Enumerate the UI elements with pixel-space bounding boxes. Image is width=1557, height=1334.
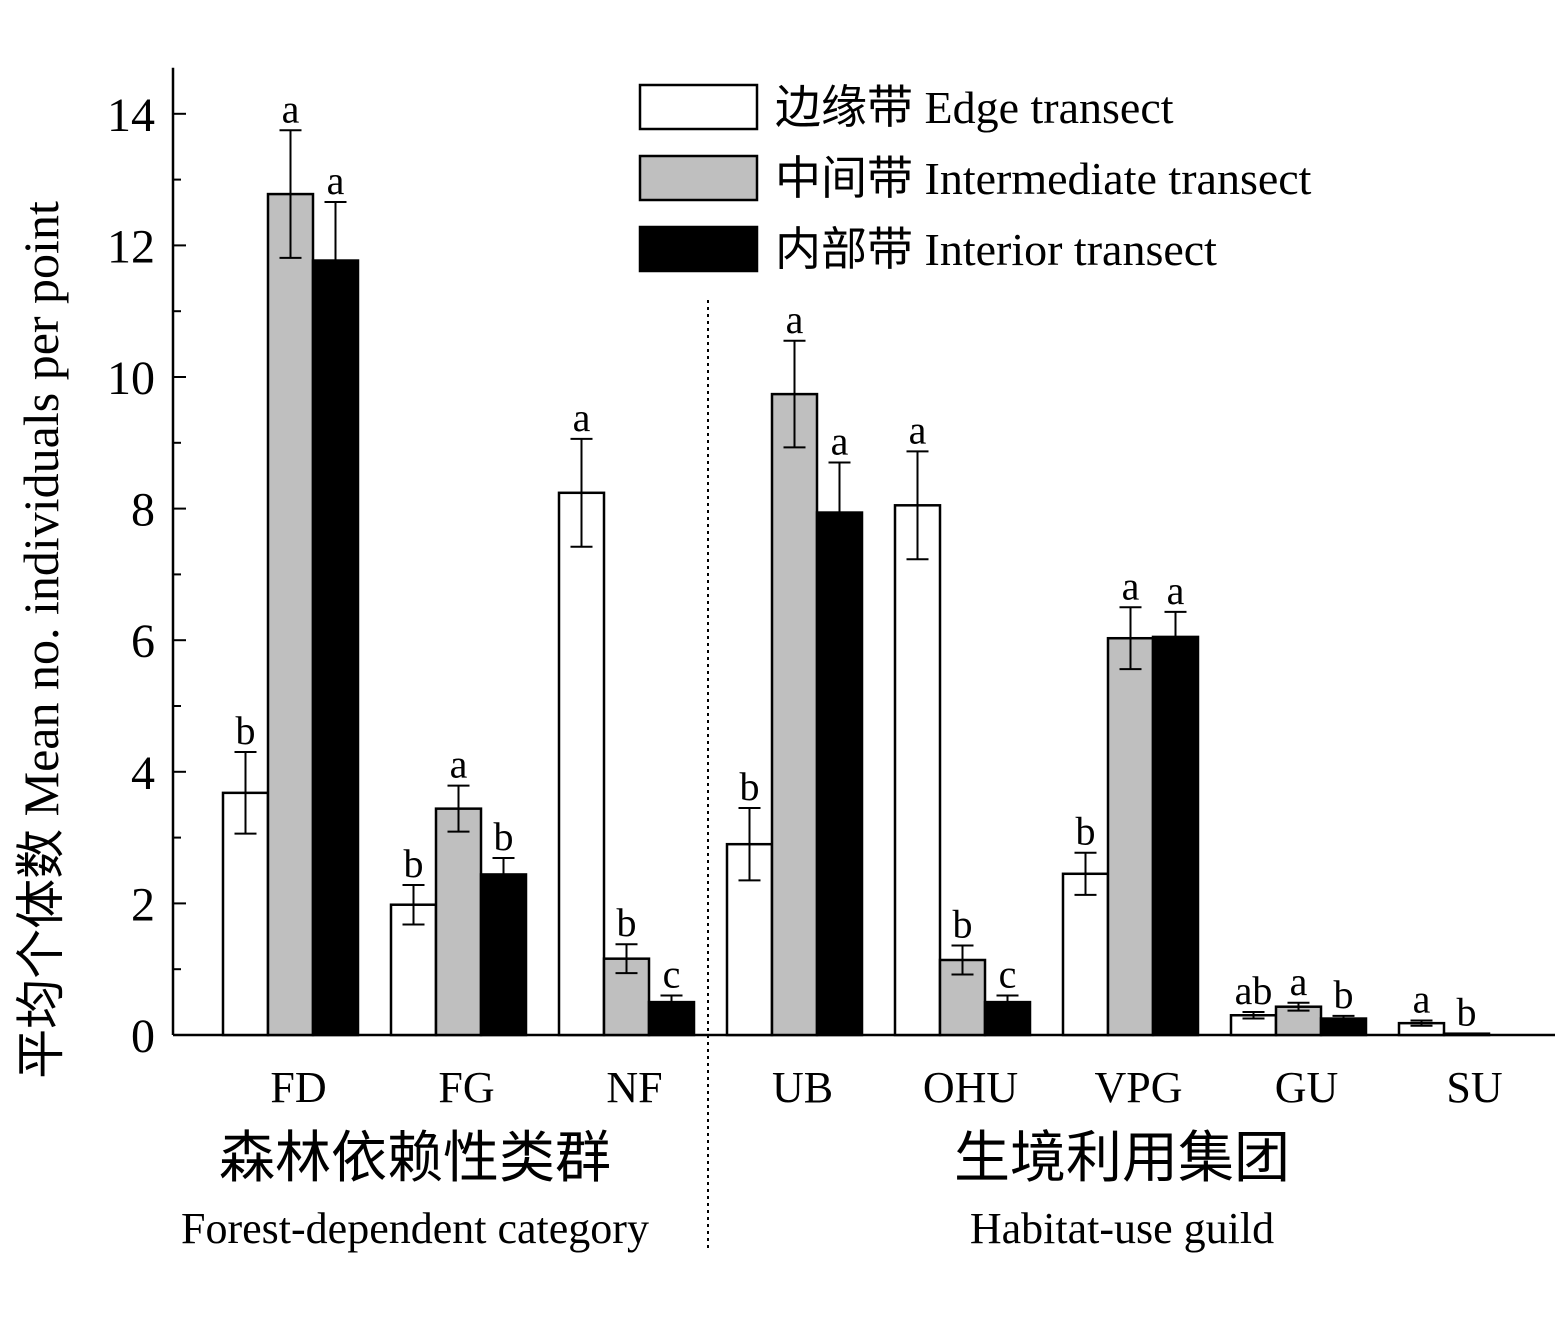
significance-label: b — [236, 708, 256, 753]
significance-label: a — [1413, 977, 1431, 1022]
significance-label: a — [831, 419, 849, 464]
significance-label: c — [663, 952, 681, 997]
significance-label: b — [1457, 990, 1477, 1035]
legend-label: 中间带 Intermediate transect — [775, 153, 1312, 204]
y-tick-label: 6 — [131, 615, 155, 668]
bar — [1442, 1032, 1491, 1037]
bar — [815, 511, 864, 1037]
bar — [479, 873, 528, 1037]
bar — [311, 259, 360, 1037]
bar — [1106, 636, 1155, 1037]
group-label-en: Habitat-use guild — [970, 1204, 1274, 1253]
significance-label: a — [327, 158, 345, 203]
legend-label: 边缘带 Edge transect — [775, 82, 1174, 133]
significance-label: a — [786, 297, 804, 342]
significance-label: b — [953, 902, 973, 947]
significance-label: a — [450, 742, 468, 787]
significance-label: a — [573, 395, 591, 440]
x-tick-label: FG — [438, 1063, 494, 1112]
significance-label: b — [1076, 809, 1096, 854]
y-tick-label: 0 — [131, 1010, 155, 1063]
legend-label: 内部带 Interior transect — [775, 224, 1217, 275]
x-tick-label: VPG — [1094, 1063, 1182, 1112]
bar — [770, 392, 819, 1037]
significance-label: b — [494, 814, 514, 859]
x-tick-label: GU — [1275, 1063, 1339, 1112]
significance-label: a — [909, 407, 927, 452]
significance-label: b — [740, 764, 760, 809]
y-tick-label: 10 — [107, 352, 155, 405]
y-tick-label: 12 — [107, 220, 155, 273]
significance-label: b — [1334, 972, 1354, 1017]
y-axis-title: 平均个体数 Mean no. individuals per point — [13, 201, 69, 1079]
legend-swatch — [638, 225, 759, 273]
y-tick-label: 14 — [107, 89, 155, 142]
significance-label: a — [1122, 563, 1140, 608]
bar — [557, 491, 606, 1037]
group-label-en: Forest-dependent category — [181, 1204, 649, 1253]
group-label-cn: 森林依赖性类群 — [219, 1128, 611, 1190]
x-tick-label: FD — [270, 1063, 326, 1112]
x-tick-label: SU — [1446, 1063, 1502, 1112]
significance-label: ab — [1235, 968, 1273, 1013]
x-tick-label: NF — [606, 1063, 662, 1112]
significance-label: c — [999, 952, 1017, 997]
bar — [434, 807, 483, 1037]
y-tick-label: 8 — [131, 484, 155, 537]
significance-label: a — [1290, 959, 1308, 1004]
group-label-cn: 生境利用集团 — [954, 1128, 1290, 1190]
bar — [266, 192, 315, 1037]
significance-label: b — [404, 841, 424, 886]
legend-swatch — [638, 83, 759, 131]
bar — [1061, 872, 1110, 1037]
x-tick-label: UB — [772, 1063, 833, 1112]
x-tick-label: OHU — [923, 1063, 1018, 1112]
y-tick-label: 4 — [131, 747, 155, 800]
bar — [1151, 635, 1200, 1037]
bar — [893, 504, 942, 1037]
legend-swatch — [638, 154, 759, 202]
significance-label: a — [282, 86, 300, 131]
significance-label: b — [617, 900, 637, 945]
y-tick-label: 2 — [131, 878, 155, 931]
significance-label: a — [1167, 568, 1185, 613]
